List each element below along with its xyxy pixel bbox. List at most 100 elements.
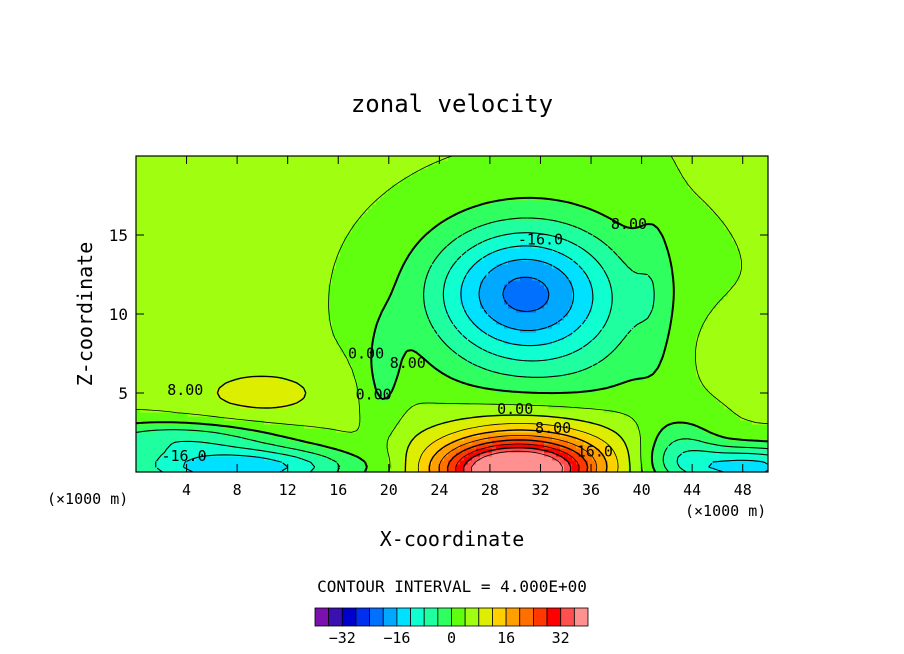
contour-cell	[756, 412, 761, 417]
contour-cell	[676, 444, 681, 449]
contour-cell	[512, 464, 517, 469]
contour-cell	[348, 408, 353, 413]
contour-cell	[724, 360, 729, 365]
contour-cell	[436, 380, 441, 385]
contour-cell	[660, 404, 665, 409]
contour-cell	[744, 424, 749, 429]
contour-cell	[656, 424, 661, 429]
contour-cell	[316, 388, 321, 393]
contour-cell	[308, 376, 313, 381]
contour-cell	[556, 460, 561, 465]
contour-cell	[176, 408, 181, 413]
contour-cell	[368, 360, 373, 365]
contour-cell	[284, 432, 289, 437]
contour-cell	[188, 352, 193, 357]
contour-cell	[544, 468, 549, 472]
contour-cell	[452, 416, 457, 421]
contour-cell	[652, 356, 657, 361]
contour-cell	[144, 360, 149, 365]
contour-cell	[548, 392, 553, 397]
contour-cell	[340, 416, 345, 421]
contour-cell	[680, 444, 685, 449]
contour-cell	[608, 372, 613, 377]
contour-cell	[440, 412, 445, 417]
contour-cell	[440, 364, 445, 369]
contour-cell	[408, 428, 413, 433]
contour-cell	[180, 356, 185, 361]
contour-cell	[364, 388, 369, 393]
contour-cell	[756, 364, 761, 369]
contour-cell	[720, 468, 725, 472]
contour-cell	[336, 384, 341, 389]
contour-cell	[508, 392, 513, 397]
contour-cell	[160, 384, 165, 389]
contour-cell	[448, 408, 453, 413]
contour-cell	[656, 360, 661, 365]
contour-cell	[316, 376, 321, 381]
contour-cell	[208, 440, 213, 445]
contour-cell	[672, 376, 677, 381]
contour-cell	[688, 376, 693, 381]
contour-cell	[604, 440, 609, 445]
contour-cell	[584, 368, 589, 373]
contour-cell	[240, 424, 245, 429]
contour-cell	[240, 400, 245, 405]
contour-cell	[220, 408, 225, 413]
contour-cell	[388, 412, 393, 417]
contour-cell	[360, 408, 365, 413]
contour-cell	[692, 380, 697, 385]
contour-cell	[688, 460, 693, 465]
contour-cell	[612, 436, 617, 441]
contour-cell	[200, 428, 205, 433]
contour-cell	[424, 424, 429, 429]
contour-cell	[344, 404, 349, 409]
contour-cell	[260, 364, 265, 369]
contour-cell	[424, 444, 429, 449]
contour-cell	[728, 388, 733, 393]
contour-cell	[260, 376, 265, 381]
contour-cell	[460, 460, 465, 465]
contour-cell	[508, 360, 513, 365]
contour-cell	[692, 436, 697, 441]
contour-cell	[640, 416, 645, 421]
contour-cell	[412, 364, 417, 369]
contour-cell	[340, 388, 345, 393]
contour-cell	[616, 456, 621, 461]
contour-cell	[652, 408, 657, 413]
contour-cell	[352, 356, 357, 361]
contour-cell	[424, 384, 429, 389]
contour-cell	[532, 368, 537, 373]
contour-cell	[284, 468, 289, 472]
contour-cell	[204, 428, 209, 433]
contour-cell	[232, 464, 237, 469]
contour-cell	[288, 388, 293, 393]
contour-cell	[472, 380, 477, 385]
contour-cell	[428, 448, 433, 453]
contour-cell	[332, 404, 337, 409]
contour-cell	[688, 436, 693, 441]
contour-cell	[512, 344, 517, 349]
contour-cell	[196, 456, 201, 461]
contour-cell	[572, 412, 577, 417]
contour-cell	[576, 364, 581, 369]
contour-cell	[164, 388, 169, 393]
contour-cell	[600, 428, 605, 433]
contour-cell	[704, 448, 709, 453]
contour-cell	[324, 408, 329, 413]
contour-cell	[428, 468, 433, 472]
contour-cell	[356, 384, 361, 389]
contour-cell	[504, 440, 509, 445]
contour-cell	[472, 400, 477, 405]
contour-cell	[640, 452, 645, 457]
contour-cell	[436, 388, 441, 393]
contour-cell	[388, 420, 393, 425]
contour-cell	[332, 416, 337, 421]
contour-cell	[432, 376, 437, 381]
contour-cell	[328, 356, 333, 361]
contour-cell	[676, 384, 681, 389]
contour-cell	[648, 460, 653, 465]
contour-cell	[404, 352, 409, 357]
contour-cell	[420, 444, 425, 449]
contour-cell	[576, 368, 581, 373]
contour-cell	[524, 424, 529, 429]
